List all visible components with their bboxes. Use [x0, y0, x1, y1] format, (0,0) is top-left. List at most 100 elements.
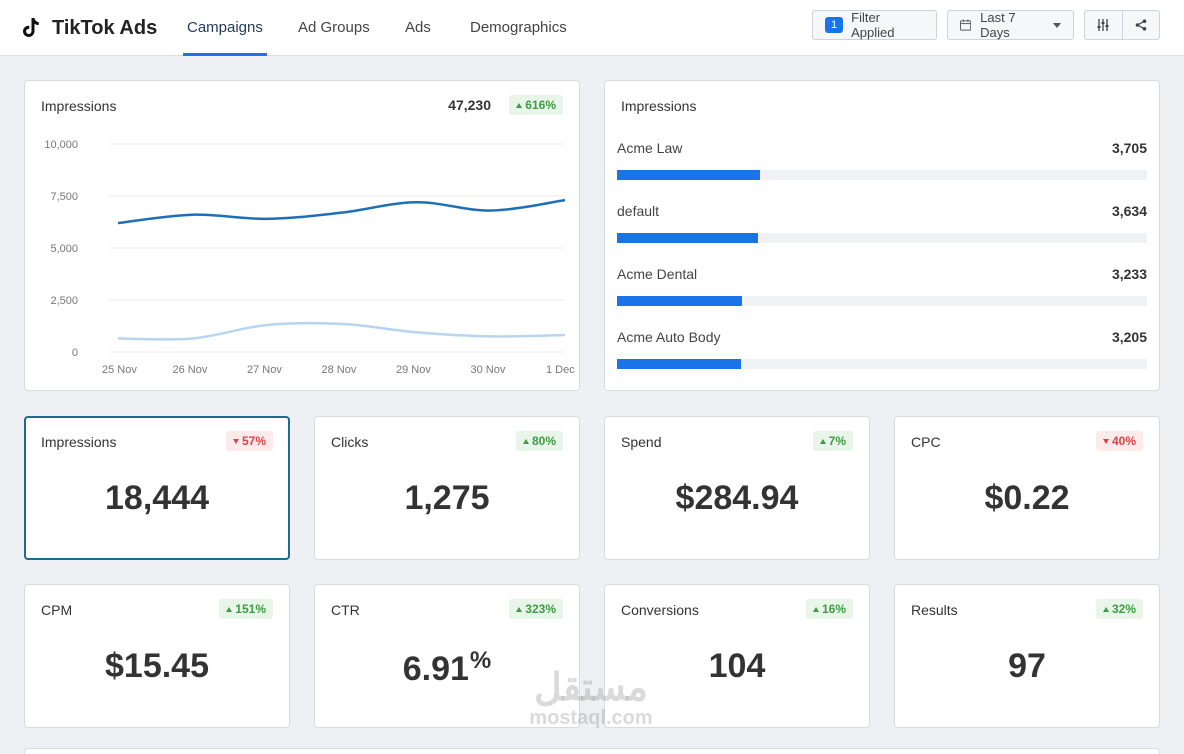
- kpi-change: 57%: [241, 434, 266, 448]
- kpi-value-wrap: 1,275: [315, 479, 579, 518]
- breakdown-bar: [617, 296, 743, 306]
- kpi-label: Impressions: [41, 434, 117, 450]
- x-tick-label: 28 Nov: [322, 364, 357, 376]
- filter-count-badge: 1: [825, 17, 844, 33]
- x-tick-label: 27 Nov: [247, 364, 282, 376]
- kpi-value-wrap: $15.45: [25, 647, 289, 686]
- arrow-up-icon: [522, 438, 529, 444]
- kpi-card-clicks[interactable]: Clicks 80% 1,275: [314, 416, 580, 560]
- arrow-up-icon: [812, 606, 819, 612]
- x-tick-label: 30 Nov: [471, 364, 506, 376]
- x-tick-label: 25 Nov: [102, 364, 137, 376]
- y-tick-label: 7,500: [50, 191, 78, 203]
- next-card-edge: [24, 748, 1160, 754]
- breakdown-bar: [617, 233, 758, 243]
- kpi-card-results[interactable]: Results 32% 97: [894, 584, 1160, 728]
- arrow-up-icon: [226, 606, 233, 612]
- tab-ad-groups[interactable]: Ad Groups: [298, 19, 370, 36]
- date-range-label: Last 7 Days: [980, 10, 1016, 40]
- kpi-label: Results: [911, 602, 958, 618]
- breakdown-bar-track: [617, 359, 1147, 369]
- breakdown-item-value: 3,205: [1111, 329, 1147, 345]
- share-button[interactable]: [1121, 11, 1160, 39]
- kpi-label: Clicks: [331, 434, 369, 450]
- kpi-value-wrap: $0.22: [895, 479, 1159, 518]
- bar-card-title: Impressions: [621, 98, 697, 114]
- tab-demographics[interactable]: Demographics: [470, 19, 567, 36]
- sliders-icon: [1097, 19, 1109, 31]
- kpi-value: 97: [1008, 647, 1046, 685]
- calendar-icon: [960, 19, 972, 31]
- top-bar: TikTok Ads Campaigns Ad Groups Ads Demog…: [0, 0, 1184, 56]
- kpi-card-impressions[interactable]: Impressions 57% 18,444: [24, 416, 290, 560]
- kpi-card-spend[interactable]: Spend 7% $284.94: [604, 416, 870, 560]
- kpi-change: 16%: [821, 602, 846, 616]
- y-tick-label: 0: [72, 347, 78, 359]
- kpi-label: Conversions: [621, 602, 699, 618]
- chevron-down-icon: [1053, 22, 1061, 28]
- kpi-change: 80%: [531, 434, 556, 448]
- kpi-change-badge: 7%: [812, 431, 853, 451]
- tab-ads[interactable]: Ads: [405, 19, 431, 36]
- filter-button[interactable]: 1 Filter Applied: [812, 10, 937, 40]
- breakdown-bar: [617, 170, 761, 180]
- breakdown-item-label: Acme Law: [617, 140, 683, 156]
- breakdown-item-value: 3,705: [1111, 140, 1147, 156]
- breakdown-bar-track: [617, 296, 1147, 306]
- impressions-line-chart: 10,000 7,500 5,000 2,500 0 25 Nov 26 Nov 27 Nov…: [44, 139, 575, 376]
- y-tick-label: 10,000: [44, 139, 78, 151]
- share-icon: [1135, 19, 1147, 31]
- breakdown-bar-track: [617, 233, 1147, 243]
- y-tick-label: 2,500: [50, 295, 78, 307]
- breakdown-item-label: default: [617, 203, 660, 219]
- breakdown-bar: [617, 359, 741, 369]
- kpi-label: CPC: [911, 434, 941, 450]
- filter-label: Filter Applied: [851, 10, 895, 40]
- arrow-up-icon: [819, 438, 826, 444]
- kpi-card-cpm[interactable]: CPM 151% $15.45: [24, 584, 290, 728]
- kpi-change: 40%: [1111, 434, 1136, 448]
- kpi-change-badge: 32%: [1095, 599, 1143, 619]
- x-tick-label: 26 Nov: [173, 364, 208, 376]
- kpi-value-wrap: 6.91%: [315, 647, 579, 689]
- kpi-card-ctr[interactable]: CTR 323% 6.91%: [314, 584, 580, 728]
- x-tick-label: 1 Dec: [546, 364, 575, 376]
- line-card-title: Impressions: [41, 98, 117, 114]
- kpi-label: CPM: [41, 602, 73, 618]
- kpi-change: 7%: [828, 434, 846, 448]
- kpi-value: 18,444: [105, 479, 209, 517]
- kpi-change-badge: 40%: [1095, 431, 1143, 451]
- tab-campaigns[interactable]: Campaigns: [183, 0, 267, 56]
- series-line-previous: [117, 321, 566, 341]
- kpi-value-wrap: $284.94: [605, 479, 869, 518]
- arrow-down-icon: [232, 438, 239, 444]
- line-card-change: 616%: [525, 98, 556, 112]
- y-tick-label: 5,000: [50, 243, 78, 255]
- x-tick-label: 29 Nov: [396, 364, 431, 376]
- kpi-label: Spend: [621, 434, 662, 450]
- kpi-change-badge: 151%: [219, 599, 273, 619]
- kpi-value: 1,275: [404, 479, 490, 517]
- kpi-change-badge: 57%: [225, 431, 273, 451]
- kpi-change-badge: 80%: [515, 431, 563, 451]
- kpi-card-conversions[interactable]: Conversions 16% 104: [604, 584, 870, 728]
- series-line-current: [117, 198, 566, 225]
- kpi-change-badge: 16%: [805, 599, 853, 619]
- kpi-value-wrap: 104: [605, 647, 869, 686]
- arrow-up-icon: [516, 102, 523, 108]
- kpi-card-cpc[interactable]: CPC 40% $0.22: [894, 416, 1160, 560]
- brand-name: TikTok Ads: [52, 16, 158, 39]
- breakdown-item-value: 3,233: [1111, 266, 1147, 282]
- kpi-change: 151%: [235, 602, 266, 616]
- arrow-down-icon: [1102, 438, 1109, 444]
- kpi-unit: %: [469, 647, 492, 674]
- kpi-change: 323%: [525, 602, 556, 616]
- settings-button[interactable]: [1085, 11, 1122, 39]
- kpi-value-wrap: 18,444: [26, 479, 288, 518]
- toolbar-icon-group: [1084, 10, 1160, 40]
- date-range-dropdown[interactable]: Last 7 Days: [947, 10, 1074, 40]
- kpi-change: 32%: [1111, 602, 1136, 616]
- kpi-change-badge: 323%: [509, 599, 563, 619]
- breakdown-item-value: 3,634: [1111, 203, 1147, 219]
- brand[interactable]: TikTok Ads: [22, 15, 157, 41]
